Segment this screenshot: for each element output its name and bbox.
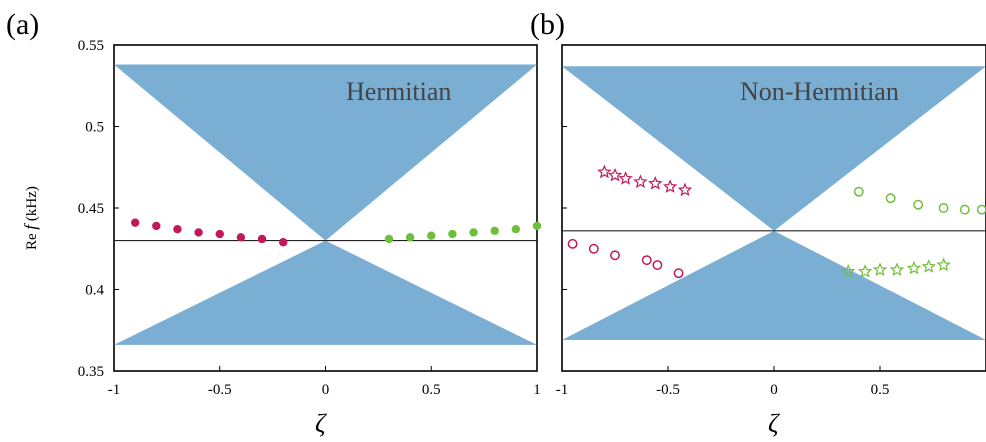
data-point-open-circle xyxy=(938,203,949,213)
data-point-open-star xyxy=(921,259,936,273)
data-point-open-star xyxy=(906,260,922,275)
upper-band xyxy=(562,66,986,231)
panel-a: (a) -1 -0.5 0 0.5 1 0.35 0.4 0.45 0.5 0.55 Hermit… xyxy=(6,8,542,438)
data-point-filled-circle xyxy=(427,231,436,240)
upper-band xyxy=(114,64,537,241)
lower-band xyxy=(562,230,986,341)
data-point-open-star xyxy=(597,164,612,179)
panel-a-plot-area: -1 -0.5 0 0.5 1 0.35 0.4 0.45 0.5 0.55 xyxy=(78,38,542,398)
data-point-open-star xyxy=(889,262,905,277)
y-tick-label: 0.45 xyxy=(78,201,104,217)
y-axis-label-variable: f xyxy=(21,223,40,230)
data-point-open-star xyxy=(677,182,693,197)
data-point-open-circle xyxy=(673,268,684,279)
data-point-open-circle xyxy=(588,243,599,254)
x-tick-label: -1 xyxy=(108,382,121,398)
x-tick-label: 1 xyxy=(533,382,541,398)
panel-b-label: (b) xyxy=(530,8,565,41)
data-point-open-star xyxy=(841,264,856,278)
data-point-open-star xyxy=(607,167,623,182)
data-point-filled-circle xyxy=(532,221,542,231)
data-point-filled-circle xyxy=(215,229,224,239)
data-point-open-star xyxy=(662,179,678,193)
data-point-open-star xyxy=(618,171,633,185)
data-point-open-circle xyxy=(959,204,970,215)
data-point-open-star xyxy=(936,257,951,272)
y-tick-label: 0.55 xyxy=(78,38,104,54)
data-point-open-circle xyxy=(853,186,864,197)
data-point-open-circle xyxy=(652,260,663,270)
data-point-filled-circle xyxy=(490,226,499,236)
x-tick-label: 0.5 xyxy=(871,382,890,398)
data-point-open-star xyxy=(648,175,663,190)
x-tick-label: 0 xyxy=(322,382,330,398)
data-point-open-star xyxy=(857,264,873,278)
data-point-filled-circle xyxy=(279,238,288,247)
x-tick-label: 0.5 xyxy=(422,382,441,398)
data-point-filled-circle xyxy=(469,228,478,237)
panel-a-label: (a) xyxy=(6,8,39,41)
data-point-filled-circle xyxy=(173,224,182,234)
x-tick-label: -0.5 xyxy=(656,382,680,398)
panel-b-annotation: Non-Hermitian xyxy=(740,77,899,106)
data-point-open-circle xyxy=(610,250,620,261)
data-point-open-star xyxy=(633,174,648,189)
data-point-open-circle xyxy=(567,238,578,249)
panel-b-plot-area: -1 -0.5 0 0.5 xyxy=(556,44,986,398)
data-point-filled-circle xyxy=(448,229,457,239)
data-point-filled-circle xyxy=(130,218,140,227)
data-point-filled-circle xyxy=(511,224,521,234)
panel-b: (b) -1 -0.5 0 0.5 Non-Hermitian ζ xyxy=(530,8,986,438)
panel-a-annotation: Hermitian xyxy=(346,77,451,106)
y-tick-label: 0.4 xyxy=(85,283,104,299)
data-point-open-circle xyxy=(885,193,896,204)
data-point-filled-circle xyxy=(405,233,415,242)
data-point-filled-circle xyxy=(152,221,161,231)
x-tick-label: -0.5 xyxy=(208,382,232,398)
data-point-filled-circle xyxy=(236,233,246,242)
data-point-open-circle xyxy=(913,199,924,210)
panel-a-x-axis-label: ζ xyxy=(315,409,327,438)
data-point-filled-circle xyxy=(257,234,267,244)
y-axis-label-prefix: Re xyxy=(24,230,40,250)
data-point-filled-circle xyxy=(384,234,394,244)
lower-band xyxy=(114,240,537,345)
data-point-open-star xyxy=(872,262,888,277)
x-tick-label: 0 xyxy=(770,382,778,398)
panel-a-y-axis-label: Re f (kHz) xyxy=(21,186,40,250)
panel-b-x-axis-label: ζ xyxy=(768,409,780,438)
data-point-open-circle xyxy=(641,255,652,266)
y-tick-label: 0.5 xyxy=(85,120,104,136)
y-tick-label: 0.35 xyxy=(78,364,104,380)
y-axis-label-unit: (kHz) xyxy=(24,186,40,225)
x-tick-label: -1 xyxy=(556,382,569,398)
data-point-filled-circle xyxy=(194,228,203,237)
